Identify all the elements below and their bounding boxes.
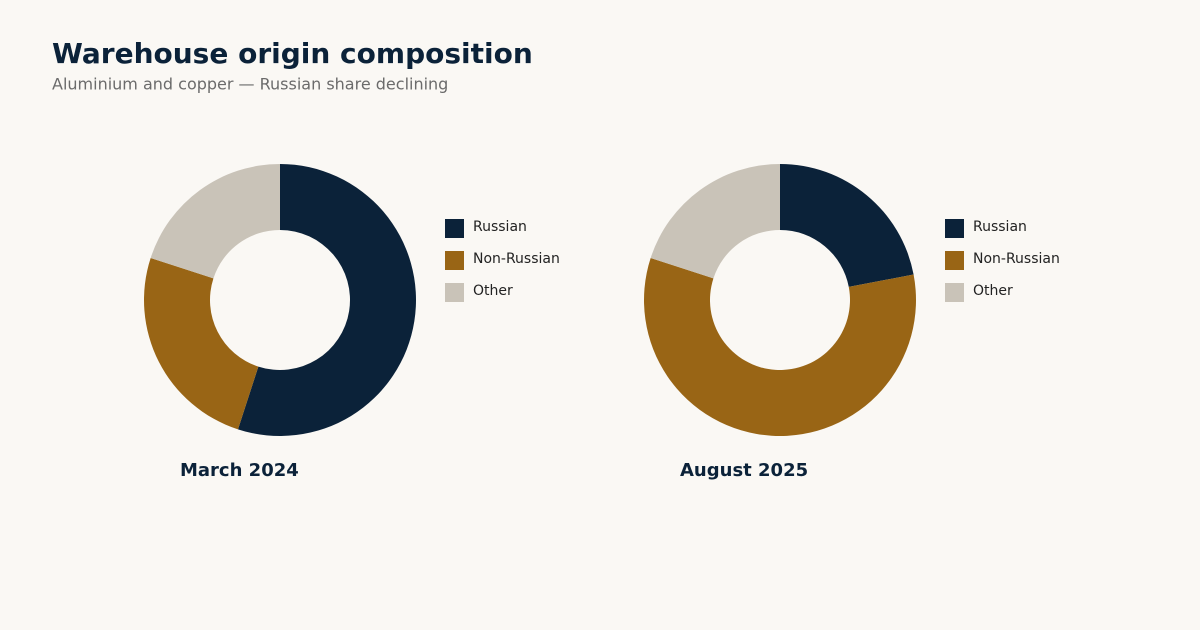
pie-slice (780, 164, 914, 287)
legend-swatch (945, 283, 964, 302)
pie-slice (650, 164, 780, 279)
legend-swatch (445, 251, 464, 270)
pie-slice (143, 257, 259, 430)
pie-title: August 2025 (680, 460, 808, 481)
legend-label: Non-Russian (973, 251, 1060, 267)
legend-label: Non-Russian (473, 251, 560, 267)
legend-label: Other (473, 283, 513, 299)
page-subtitle: Aluminium and copper — Russian share dec… (52, 75, 448, 94)
legend-label: Russian (473, 219, 527, 235)
page-title: Warehouse origin composition (52, 37, 533, 70)
legend-swatch (945, 251, 964, 270)
legend-swatch (445, 283, 464, 302)
legend-swatch (445, 219, 464, 238)
legend-swatch (945, 219, 964, 238)
pie-slice (644, 257, 916, 436)
pie-slice (237, 164, 416, 436)
legend-label: Other (973, 283, 1013, 299)
legend-label: Russian (973, 219, 1027, 235)
pie-slice (150, 164, 280, 279)
pie-title: March 2024 (180, 460, 299, 481)
